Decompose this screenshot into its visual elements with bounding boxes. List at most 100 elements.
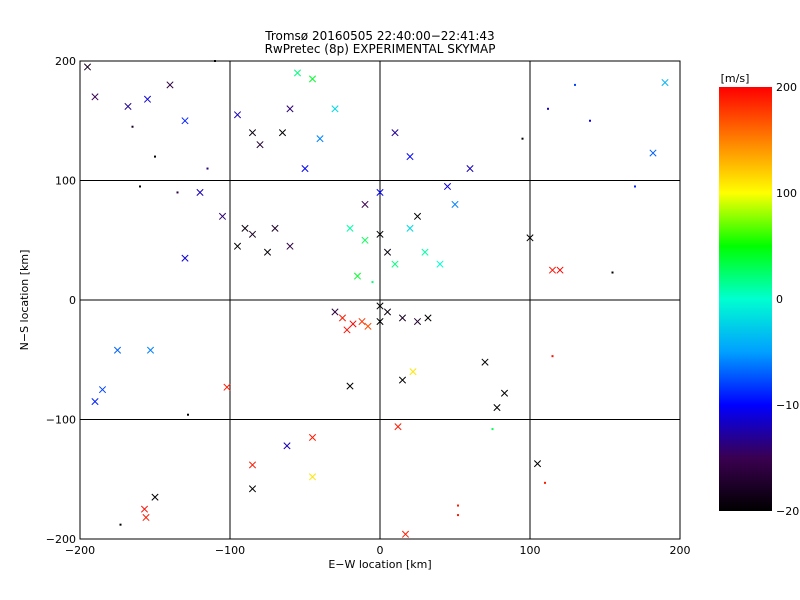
scatter-point-dot	[521, 137, 524, 140]
x-tick-label: 100	[520, 544, 541, 557]
scatter-point-x	[413, 317, 422, 326]
scatter-point-x	[376, 317, 384, 326]
scatter-point-x	[338, 314, 347, 322]
scatter-point-dot	[176, 191, 179, 194]
scatter-point-x	[349, 320, 357, 328]
scatter-point-x	[353, 272, 362, 280]
scatter-point-x	[481, 358, 489, 366]
scatter-point-x	[364, 322, 372, 330]
scatter-point-x	[413, 212, 422, 220]
colorbar-ticks: 200 100 0 −100 −200	[776, 81, 800, 518]
x-axis-label: E−W location [km]	[328, 558, 431, 571]
colorbar-tick-label: 200	[776, 81, 797, 94]
scatter-point-x	[301, 164, 309, 173]
colorbar-tick-label: −200	[776, 505, 800, 518]
scatter-point-x	[406, 224, 414, 232]
scatter-point-x	[376, 230, 384, 238]
scatter-point-x	[113, 346, 122, 354]
scatter-point-x	[394, 423, 402, 431]
y-axis-ticks: −200 −100 0 100 200	[46, 55, 76, 546]
scatter-point-x	[406, 153, 414, 161]
scatter-point-x	[140, 505, 149, 513]
scatter-point-dot	[119, 523, 122, 526]
y-tick-label: 200	[55, 55, 76, 68]
colorbar-tick-label: −100	[776, 399, 800, 412]
scatter-point-x	[316, 135, 324, 143]
scatter-point-x	[331, 308, 339, 316]
scatter-point-x	[248, 129, 257, 137]
scatter-point-x	[271, 224, 279, 232]
y-tick-label: 100	[55, 175, 76, 188]
scatter-point-x	[308, 433, 317, 441]
scatter-point-x	[556, 266, 564, 274]
scatter-point-dot	[371, 281, 374, 284]
chart-subtitle: RwPretec (8p) EXPERIMENTAL SKYMAP	[265, 42, 496, 56]
x-tick-label: 0	[377, 544, 384, 557]
scatter-point-x	[533, 460, 542, 468]
scatter-point-x	[346, 224, 354, 232]
scatter-point-x	[376, 302, 384, 310]
scatter-point-x	[451, 200, 459, 208]
colorbar-label: [m/s]	[721, 72, 750, 85]
scatter-point-x	[293, 69, 302, 77]
scatter-point-x	[218, 212, 227, 220]
y-tick-label: −200	[46, 533, 76, 546]
scatter-point-dot	[544, 481, 546, 484]
scatter-point-x	[278, 129, 287, 137]
scatter-point-dot	[139, 185, 141, 188]
colorbar-tick-label: 0	[776, 293, 783, 306]
x-tick-label: −200	[65, 544, 95, 557]
scatter-point-dot	[574, 83, 576, 86]
scatter-point-dot	[491, 428, 494, 431]
scatter-point-x	[263, 248, 272, 256]
scatter-point-x	[661, 78, 669, 87]
scatter-point-x	[500, 389, 509, 397]
y-tick-label: −100	[46, 414, 76, 427]
scatter-point-x	[376, 188, 384, 197]
scatter-point-x	[248, 461, 257, 469]
scatter-point-x	[223, 383, 231, 391]
x-tick-label: −100	[215, 544, 245, 557]
scatter-point-x	[649, 149, 657, 157]
scatter-point-x	[256, 141, 264, 149]
scatter-point-x	[142, 513, 150, 522]
scatter-point-x	[401, 530, 410, 538]
plot-frame	[79, 60, 681, 540]
scatter-point-dot	[611, 271, 614, 274]
scatter-point-x	[409, 368, 417, 376]
scatter-point-x	[398, 376, 407, 384]
scatter-point-x	[358, 317, 366, 326]
scatter-point-x	[248, 230, 257, 238]
scatter-point-x	[343, 326, 351, 334]
scatter-points	[83, 60, 669, 538]
scatter-point-x	[196, 188, 204, 197]
scatter-point-x	[526, 234, 534, 242]
scatter-point-x	[308, 75, 317, 83]
scatter-point-x	[98, 386, 107, 394]
scatter-point-x	[383, 248, 392, 256]
scatter-point-x	[421, 248, 429, 256]
scatter-point-x	[233, 111, 242, 119]
scatter-point-x	[241, 224, 249, 232]
x-axis-ticks: −200 −100 0 100 200	[65, 544, 691, 557]
scatter-point-x	[331, 105, 339, 113]
scatter-point-x	[286, 105, 294, 113]
scatter-point-x	[91, 93, 99, 101]
scatter-point-x	[248, 485, 257, 493]
scatter-point-dot	[154, 155, 156, 158]
scatter-point-dot	[457, 504, 459, 507]
scatter-point-x	[151, 493, 159, 501]
scatter-point-dot	[589, 119, 591, 122]
scatter-point-x	[166, 81, 174, 89]
scatter-point-x	[146, 346, 155, 354]
grid-lines	[80, 61, 680, 539]
scatter-point-x	[383, 308, 392, 316]
scatter-point-x	[493, 403, 501, 412]
colorbar	[719, 87, 772, 511]
scatter-point-x	[308, 473, 317, 481]
scatter-point-x	[391, 260, 399, 268]
colorbar-tick-label: 100	[776, 187, 797, 200]
scatter-point-x	[181, 117, 189, 125]
scatter-point-x	[398, 314, 407, 322]
